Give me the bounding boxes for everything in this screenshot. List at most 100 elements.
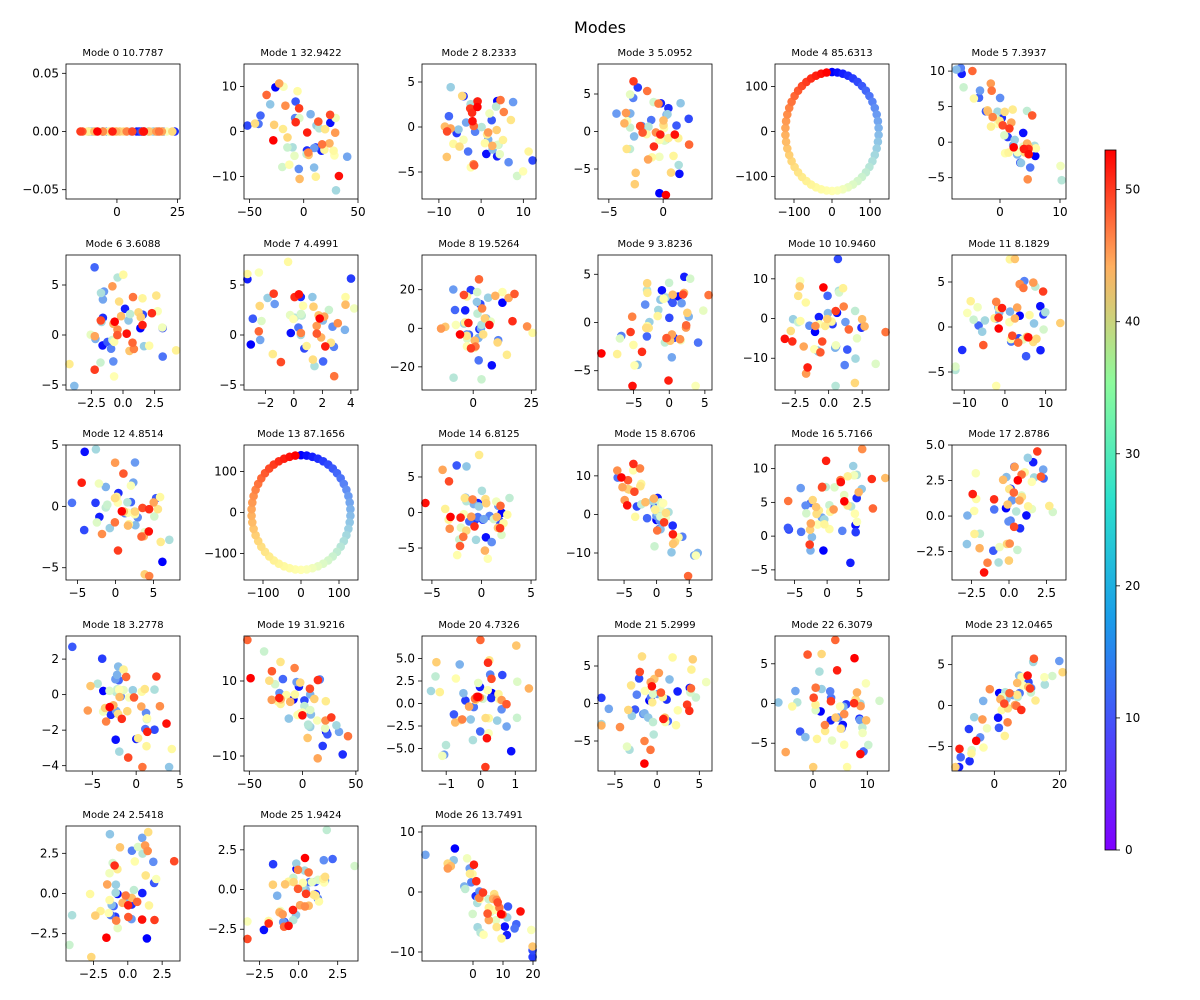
- scatter-point: [843, 472, 852, 481]
- scatter-point: [612, 109, 621, 118]
- scatter-point: [974, 321, 983, 330]
- scatter-point: [973, 302, 982, 312]
- x-tick-label: 0: [290, 396, 298, 410]
- scatter-point: [656, 130, 665, 139]
- colorbar-tick-label: 10: [1125, 711, 1140, 725]
- scatter-point: [487, 537, 497, 547]
- scatter-point: [1029, 278, 1038, 287]
- y-tick-label: 0: [229, 506, 237, 520]
- scatter-point: [630, 361, 639, 370]
- scatter-point: [452, 461, 462, 470]
- scatter-point: [1036, 301, 1045, 311]
- scatter-point: [1000, 131, 1009, 140]
- colorbar-tick-label: 40: [1125, 315, 1140, 329]
- scatter-point: [628, 466, 638, 475]
- scatter-point: [989, 505, 999, 514]
- scatter-point: [314, 117, 323, 126]
- scatter-point: [469, 860, 479, 869]
- scatter-point: [320, 724, 330, 733]
- scatter-point: [483, 909, 492, 918]
- subplot-title: Mode 24 2.5418: [82, 810, 163, 821]
- x-tick-label: 0: [478, 586, 486, 600]
- scatter-point: [626, 327, 635, 337]
- scatter-point: [142, 934, 152, 943]
- scatter-point: [309, 302, 318, 312]
- scatter-point: [951, 762, 960, 772]
- scatter-point: [119, 270, 128, 280]
- scatter-point: [881, 327, 890, 337]
- scatter-point: [296, 328, 306, 338]
- scatter-point: [854, 487, 863, 497]
- scatter-point: [421, 498, 430, 508]
- scatter-point: [426, 686, 436, 696]
- scatter-point: [144, 504, 154, 514]
- axes-frame: [774, 63, 890, 200]
- scatter-point: [512, 641, 521, 650]
- subplot-title: Mode 20 4.7326: [438, 620, 519, 631]
- scatter-point: [849, 698, 859, 708]
- scatter-point: [478, 888, 488, 897]
- scatter-point: [110, 458, 120, 468]
- scatter-point: [440, 504, 450, 514]
- scatter-point: [90, 331, 100, 341]
- scatter-point: [483, 685, 493, 695]
- scatter-point: [524, 684, 534, 693]
- subplot-title: Mode 3 5.0952: [618, 48, 693, 59]
- y-tick-label: −10: [566, 546, 591, 560]
- scatter-point: [104, 908, 113, 918]
- scatter-point: [77, 478, 86, 488]
- scatter-point: [673, 687, 682, 696]
- axes-frame: [421, 444, 537, 581]
- y-tick-label: 5: [760, 657, 768, 671]
- scatter-point: [443, 864, 453, 873]
- x-tick-label: 10: [495, 967, 510, 981]
- scatter-point: [780, 334, 790, 344]
- scatter-point: [522, 322, 532, 331]
- scatter-point: [814, 312, 824, 322]
- x-tick-label: 0.0: [113, 396, 132, 410]
- scatter-point: [783, 496, 793, 506]
- scatter-point: [132, 897, 142, 907]
- scatter-point: [284, 921, 293, 931]
- scatter-point: [1025, 310, 1034, 320]
- subplot-mode-4: Mode 4 85.6313 −100 0 100 −100 0 100: [735, 48, 890, 219]
- scatter-point: [1021, 351, 1031, 361]
- scatter-point: [115, 843, 125, 852]
- scatter-point: [286, 328, 296, 338]
- y-tick-label: −4: [41, 759, 59, 773]
- scatter-point: [995, 542, 1004, 552]
- y-tick-label: 0: [760, 125, 768, 139]
- subplot-title: Mode 0 10.7787: [82, 48, 163, 59]
- scatter-point: [673, 706, 683, 715]
- subplot-mode-8: Mode 8 19.5264 0 25 −20 0 20: [390, 239, 539, 410]
- scatter-point: [811, 683, 820, 692]
- scatter-point: [808, 762, 818, 772]
- scatter-point: [989, 495, 999, 504]
- scatter-point: [461, 118, 471, 127]
- scatter-point: [668, 539, 678, 549]
- scatter-point: [649, 730, 658, 739]
- scatter-point: [83, 706, 93, 715]
- scatter-point: [615, 334, 625, 343]
- scatter-point: [300, 902, 310, 911]
- scatter-point: [620, 119, 629, 128]
- scatter-point: [631, 168, 640, 178]
- scatter-point: [246, 673, 255, 683]
- scatter-point: [479, 930, 488, 939]
- scatter-point: [459, 532, 468, 542]
- scatter-point: [796, 527, 806, 537]
- subplot-title: Mode 22 6.3079: [791, 620, 872, 631]
- scatter-point: [1033, 447, 1042, 456]
- scatter-point: [248, 498, 257, 507]
- scatter-point: [823, 291, 832, 301]
- scatter-point: [136, 312, 146, 322]
- scatter-point: [275, 693, 284, 703]
- scatter-point: [654, 668, 664, 678]
- subplot-mode-24: Mode 24 2.5418 −2.5 0.0 2.5 −2.5 0.0 2.5: [30, 810, 181, 981]
- scatter-point: [528, 328, 537, 338]
- scatter-point: [491, 915, 501, 925]
- x-tick-label: −5: [606, 777, 624, 791]
- scatter-point: [111, 880, 121, 889]
- scatter-point: [325, 110, 335, 120]
